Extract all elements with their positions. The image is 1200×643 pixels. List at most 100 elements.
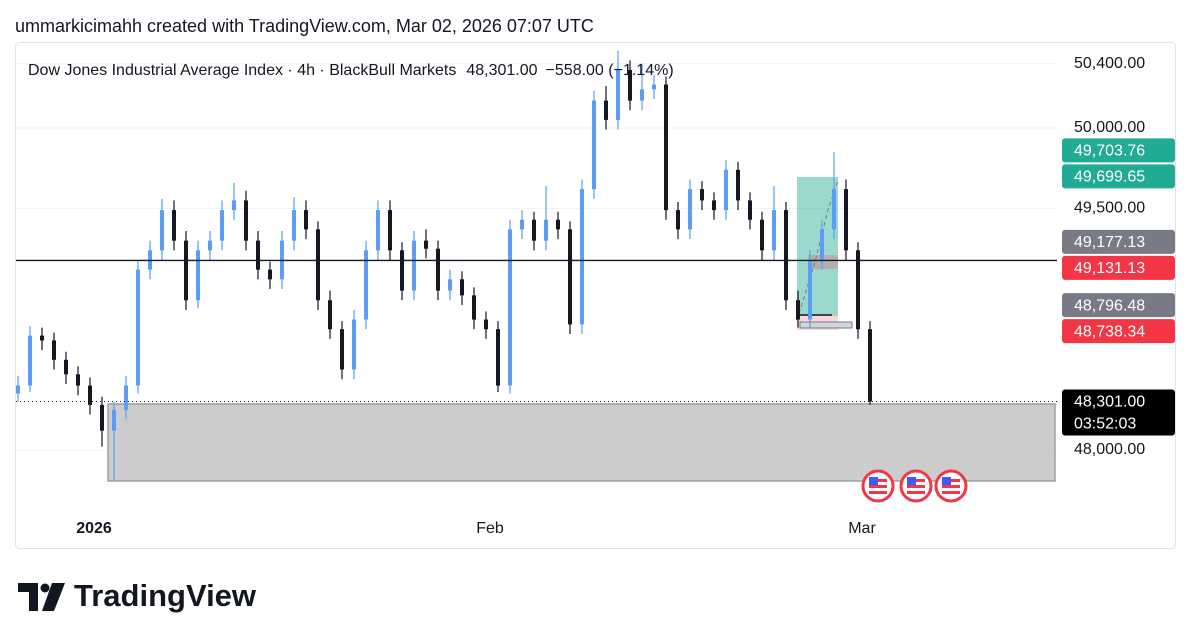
candle-body	[820, 229, 824, 260]
change: −558.00 (−1.14%)	[546, 62, 674, 79]
candle-body	[592, 100, 596, 190]
candle-body	[232, 200, 236, 211]
candle-body	[772, 210, 776, 251]
x-tick-label: 2026	[76, 520, 112, 537]
us-flag[interactable]	[934, 469, 968, 503]
candle-body	[304, 210, 308, 230]
candle-body	[712, 200, 716, 211]
marker-box	[799, 321, 853, 329]
candle-body	[748, 200, 752, 220]
candle-body	[736, 169, 740, 201]
candle-body	[532, 219, 536, 241]
candle-body	[172, 210, 176, 241]
candle-body	[160, 210, 164, 251]
y-tick-label: 50,000.00	[1074, 119, 1145, 136]
candle-body	[76, 374, 80, 386]
candle-body	[688, 189, 692, 230]
candle-body	[460, 279, 464, 296]
last-price: 48,301.00	[466, 62, 537, 79]
logo-mark	[18, 583, 38, 611]
price-badge	[1062, 293, 1175, 318]
x-tick-label: Feb	[476, 520, 504, 537]
candle-body	[568, 229, 572, 325]
candle-body	[196, 250, 200, 301]
candle-body	[328, 300, 332, 330]
candle-body	[724, 169, 728, 211]
price-badge-label: 49,699.65	[1074, 169, 1145, 186]
brand: TradingView	[74, 578, 257, 613]
candle-body	[376, 210, 380, 251]
candle-body	[388, 210, 392, 251]
candle-body	[640, 89, 644, 101]
candle-body	[208, 240, 212, 251]
candle-body	[256, 240, 260, 270]
candle-body	[520, 219, 524, 230]
symbol-title: Dow Jones Industrial Average Index · 4h …	[28, 62, 674, 79]
us-flag[interactable]	[899, 469, 933, 503]
x-tick-label: Mar	[848, 520, 876, 537]
candle-body	[472, 295, 476, 320]
candle-body	[580, 189, 584, 325]
price-badge-label: 48,738.34	[1074, 323, 1145, 340]
price-badge-label: 49,131.13	[1074, 260, 1145, 277]
candle-body	[856, 250, 860, 330]
candle-body	[448, 279, 452, 291]
price-badge	[1062, 319, 1175, 344]
price-badge	[1062, 229, 1175, 254]
logo-mark	[42, 583, 65, 611]
title: Dow Jones Industrial Average Index · 4h …	[28, 62, 456, 79]
candle-body	[616, 70, 620, 120]
candle-body	[220, 210, 224, 241]
candle-body	[292, 210, 296, 241]
logo-mark	[40, 583, 50, 593]
candle-body	[340, 329, 344, 370]
candle-body	[436, 248, 440, 291]
candle-body	[496, 329, 500, 386]
long-position-profit	[797, 177, 838, 316]
overlay	[16, 259, 1057, 402]
candles	[16, 50, 872, 481]
events	[861, 469, 968, 503]
candle-body	[112, 409, 116, 431]
candle-body	[424, 240, 428, 249]
candle-body	[760, 219, 764, 251]
price-badge	[1062, 164, 1175, 189]
candle-body	[52, 340, 56, 360]
candle-body	[556, 219, 560, 230]
candle-body	[508, 229, 512, 386]
candle-body	[784, 210, 788, 301]
y-tick-label: 49,500.00	[1074, 200, 1145, 217]
countdown: 03:52:03	[1074, 416, 1136, 433]
candle-body	[604, 100, 608, 120]
price-badge-label: 49,177.13	[1074, 234, 1145, 251]
candle-body	[412, 240, 416, 291]
candle-body	[868, 329, 872, 402]
credit: ummarkicimahh created with TradingView.c…	[15, 16, 594, 36]
candle-body	[664, 84, 668, 211]
candle-body	[544, 219, 548, 241]
price-badge	[1062, 138, 1175, 163]
candle-body	[88, 385, 92, 405]
candle-body	[400, 250, 404, 291]
candle-body	[64, 359, 68, 375]
candle-body	[40, 335, 44, 341]
candle-body	[700, 189, 704, 201]
us-flag[interactable]	[861, 469, 895, 503]
candle-body	[832, 189, 836, 230]
candle-body	[628, 70, 632, 101]
candle-body	[100, 404, 104, 431]
candle-body	[136, 269, 140, 386]
candle-body	[484, 319, 488, 330]
candle-body	[364, 250, 368, 320]
candle-body	[28, 335, 32, 386]
candle-body	[244, 200, 248, 241]
candle-body	[124, 385, 128, 410]
legend: Dow Jones Industrial Average Index · 4h …	[28, 62, 674, 79]
candle-body	[352, 319, 356, 370]
candle-body	[16, 385, 20, 394]
candle-body	[796, 300, 800, 320]
candle-body	[652, 84, 656, 90]
y-tick-label: 48,000.00	[1074, 441, 1145, 458]
